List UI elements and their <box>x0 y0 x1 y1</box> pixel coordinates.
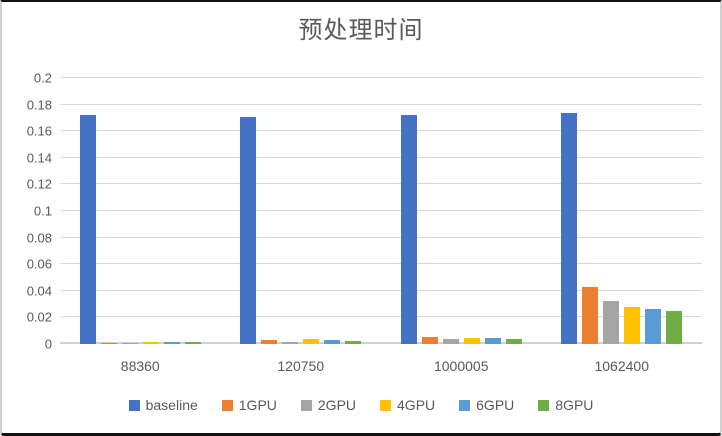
bar-8GPU-120750 <box>345 340 362 344</box>
legend-label: 8GPU <box>555 397 594 413</box>
gridline <box>60 77 702 78</box>
y-tick-label: 0 <box>44 336 52 352</box>
bar-4GPU-1062400 <box>624 306 641 344</box>
legend-item-4GPU: 4GPU <box>380 397 435 413</box>
y-tick-label: 0.2 <box>33 70 52 86</box>
x-category-label-88360: 88360 <box>120 358 160 374</box>
legend-label: 6GPU <box>476 397 515 413</box>
bar-8GPU-1000005 <box>505 338 522 344</box>
bar-4GPU-120750 <box>303 338 320 344</box>
plot-area: 0 0.02 0.04 0.06 0.08 0.1 0.12 0.14 0.16 0.18 0.2 <box>27 71 702 352</box>
bar-8GPU-88360 <box>184 342 201 344</box>
bar-2GPU-1000005 <box>442 339 459 344</box>
gridline <box>60 289 702 291</box>
bar-8GPU-1062400 <box>666 311 683 344</box>
legend-label: baseline <box>145 397 198 413</box>
bar-6GPU-88360 <box>163 342 180 344</box>
legend-swatch-icon <box>221 399 233 411</box>
gridline <box>60 210 702 211</box>
legend-item-8GPU: 8GPU <box>538 397 593 413</box>
bar-1GPU-88360 <box>100 343 117 344</box>
gridline <box>60 156 702 158</box>
bar-baseline-1000005 <box>400 115 417 344</box>
legend-swatch-icon <box>128 399 140 411</box>
bar-group-1062400 <box>542 78 703 344</box>
y-tick-label: 0.16 <box>26 123 52 139</box>
bar-group-88360 <box>60 78 221 344</box>
bar-6GPU-1062400 <box>645 308 662 344</box>
bar-baseline-88360 <box>79 115 96 344</box>
chart-title: 预处理时间 <box>298 17 424 44</box>
y-tick-label: 0.12 <box>26 176 52 192</box>
bar-2GPU-88360 <box>121 343 138 344</box>
y-tick-label: 0.18 <box>26 97 52 113</box>
legend-swatch-icon <box>538 399 550 411</box>
legend-label: 4GPU <box>397 397 436 413</box>
legend-swatch-icon <box>300 399 312 411</box>
legend-item-2GPU: 2GPU <box>300 397 357 413</box>
x-axis-labels: 88360 120750 1000005 1062400 <box>60 358 702 374</box>
bar-6GPU-120750 <box>324 340 341 344</box>
bar-6GPU-1000005 <box>484 337 501 344</box>
y-tick-label: 0.1 <box>33 203 52 219</box>
gridline <box>60 236 702 238</box>
bar-1GPU-1000005 <box>421 337 438 344</box>
bar-baseline-120750 <box>240 116 257 344</box>
bar-4GPU-88360 <box>142 342 159 344</box>
y-tick-label: 0.02 <box>26 309 52 325</box>
bar-group-1000005 <box>381 78 542 344</box>
y-tick-label: 0.08 <box>26 230 52 246</box>
x-category-label-1000005: 1000005 <box>433 358 489 374</box>
bar-group-120750 <box>221 78 382 344</box>
chart-legend: baseline 1GPU 2GPU 4GPU 6GPU 8GPU <box>2 397 720 413</box>
y-tick-label: 0.06 <box>26 256 52 272</box>
legend-label: 2GPU <box>317 397 357 413</box>
x-category-label-120750: 120750 <box>277 358 325 374</box>
bar-2GPU-120750 <box>282 341 299 344</box>
bar-2GPU-1062400 <box>603 301 620 344</box>
legend-swatch-icon <box>459 399 471 411</box>
gridline <box>60 183 702 185</box>
bar-1GPU-1062400 <box>582 286 599 344</box>
bar-baseline-1062400 <box>561 112 578 344</box>
bar-4GPU-1000005 <box>463 338 480 344</box>
y-tick-label: 0.04 <box>26 283 52 299</box>
x-category-label-1062400: 1062400 <box>594 358 649 374</box>
bar-groups <box>60 78 702 344</box>
gridline <box>60 316 702 318</box>
legend-item-1GPU: 1GPU <box>221 397 277 413</box>
gridline <box>60 263 702 265</box>
bar-1GPU-120750 <box>261 340 278 344</box>
y-tick-label: 0.14 <box>26 150 52 166</box>
gridline <box>60 130 702 132</box>
legend-item-baseline: baseline <box>128 397 198 413</box>
x-axis-line <box>60 342 702 344</box>
gridline <box>60 103 702 105</box>
legend-label: 1GPU <box>238 397 277 413</box>
legend-item-6GPU: 6GPU <box>459 397 514 413</box>
legend-swatch-icon <box>380 399 392 411</box>
